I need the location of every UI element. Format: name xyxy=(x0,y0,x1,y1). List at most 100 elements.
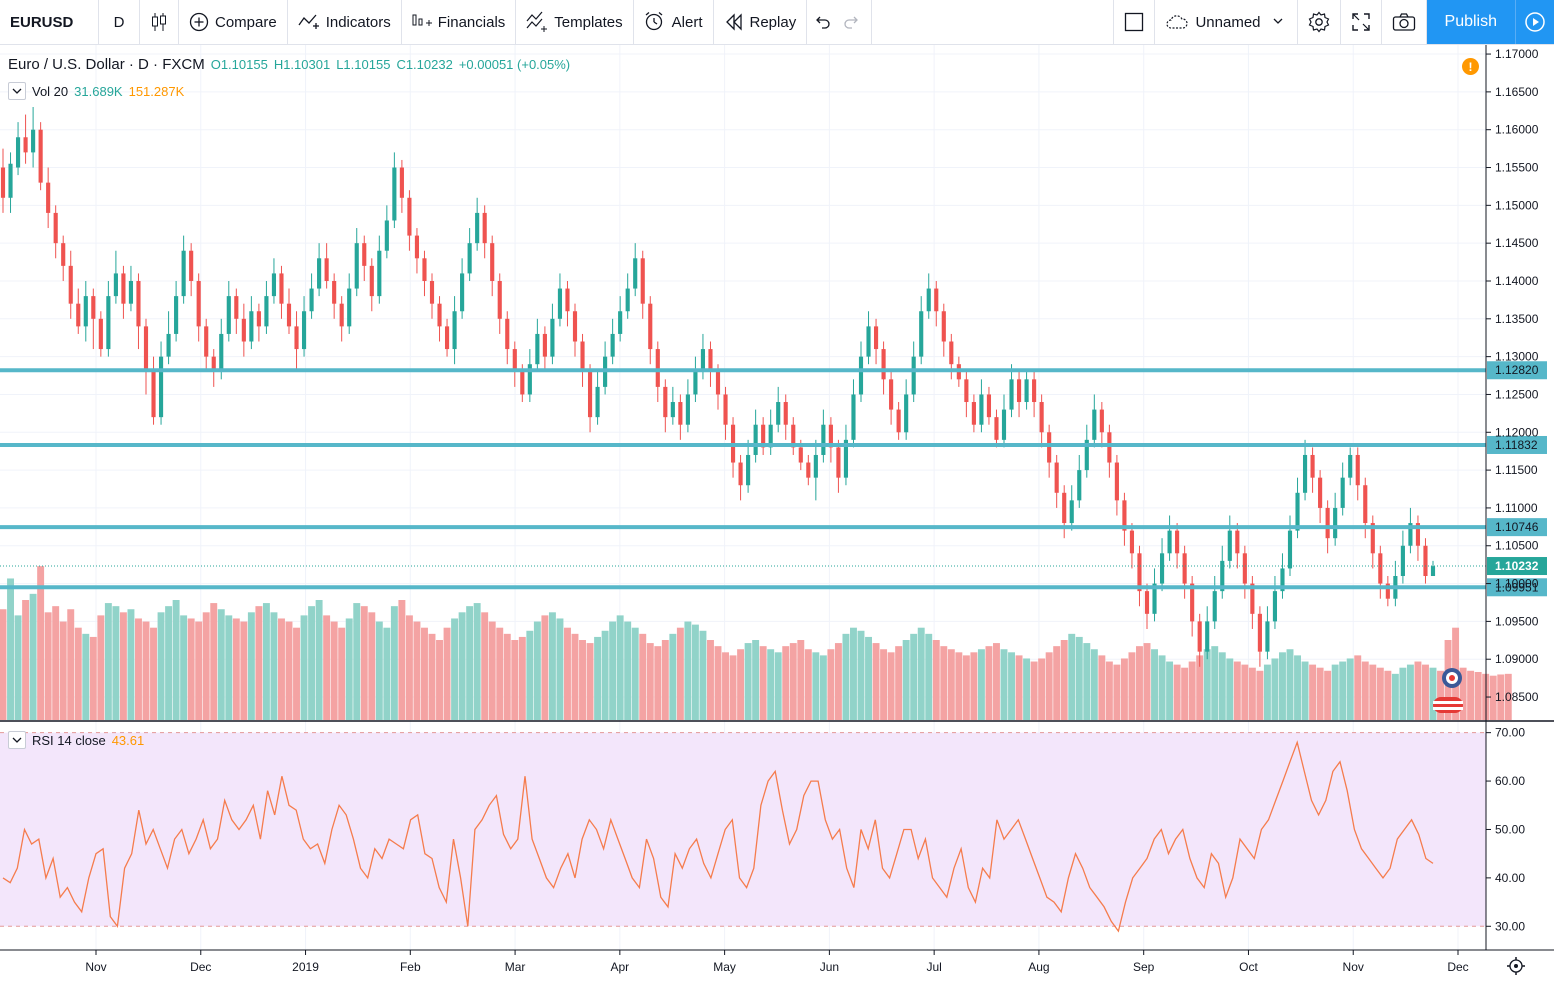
volume-bar xyxy=(97,615,105,720)
candle-body xyxy=(46,182,51,213)
candle-body xyxy=(1159,553,1165,584)
replay-button[interactable]: Replay xyxy=(714,0,808,44)
rsi-label: RSI 14 close xyxy=(32,732,106,748)
interval-button[interactable]: D xyxy=(99,0,140,44)
collapse-rsi-button[interactable] xyxy=(8,731,26,749)
redo-button[interactable] xyxy=(837,0,873,44)
volume-label: Vol 20 xyxy=(32,83,69,99)
volume-bar xyxy=(217,609,225,720)
financials-button[interactable]: Financials xyxy=(402,0,517,44)
candle-body xyxy=(1272,591,1278,622)
undo-button[interactable] xyxy=(807,0,837,44)
candle-body xyxy=(301,311,307,350)
volume-bar xyxy=(1301,661,1309,720)
candle-body xyxy=(610,333,615,357)
volume-bar xyxy=(1158,655,1166,720)
symbol-search-button[interactable]: EURUSD xyxy=(0,0,99,44)
price-tick-label: 1.15500 xyxy=(1495,161,1539,175)
candle-body xyxy=(746,454,751,486)
candle-body xyxy=(633,258,638,289)
volume-bar xyxy=(669,633,677,720)
chart-canvas[interactable]: 1.12820 1.11832 1.10746 1.09951 1.10232 1.17… xyxy=(0,45,1554,984)
save-layout-button[interactable]: Unnamed xyxy=(1155,0,1298,44)
candle-body xyxy=(279,273,284,304)
rsi-axis[interactable]: 70.00 60.00 50.00 40.00 30.00 xyxy=(1486,726,1525,934)
data-warning-icon[interactable]: ! xyxy=(1462,58,1479,75)
candle-body xyxy=(587,371,593,418)
volume-bar xyxy=(1279,652,1286,720)
axis-settings-button[interactable] xyxy=(1507,957,1525,975)
candle-body xyxy=(1430,566,1436,577)
alert-button[interactable]: Alert xyxy=(634,0,714,44)
candle-body xyxy=(535,333,540,365)
candle-body xyxy=(1137,553,1142,592)
us-flag-icon[interactable] xyxy=(1433,697,1463,713)
candle-body xyxy=(813,454,818,478)
candle-body xyxy=(271,273,277,297)
indicators-button[interactable]: Indicators xyxy=(288,0,402,44)
last-price-label: 1.10232 xyxy=(1495,559,1539,573)
candle-body xyxy=(234,296,239,319)
volume-bar xyxy=(737,649,745,720)
volume-bar xyxy=(774,652,782,720)
horizontal-lines[interactable]: 1.12820 1.11832 1.10746 1.09951 1.10232 xyxy=(0,361,1547,597)
volume-legend[interactable]: Vol 20 31.689K 151.287K xyxy=(8,82,184,100)
candle-body xyxy=(1280,568,1285,592)
volume-bar xyxy=(451,618,459,720)
publish-menu-button[interactable] xyxy=(1515,0,1554,44)
settings-button[interactable] xyxy=(1298,0,1341,44)
chart-style-button[interactable] xyxy=(140,0,179,44)
publish-button[interactable]: Publish xyxy=(1426,0,1515,44)
candle-body xyxy=(136,280,141,327)
rsi-tick-label: 70.00 xyxy=(1495,726,1525,740)
main-legend[interactable]: Euro / U.S. Dollar · D · FXCM O1.10155 H… xyxy=(8,56,570,73)
candle-body xyxy=(332,280,337,304)
volume-bar xyxy=(1211,646,1219,720)
volume-bar xyxy=(661,640,669,720)
candle-body xyxy=(1257,613,1262,652)
volume-bar xyxy=(37,566,45,720)
volume-bar xyxy=(707,640,714,720)
volume-bar xyxy=(315,600,323,720)
volume-bar xyxy=(834,643,842,720)
volume-bar xyxy=(458,612,466,720)
volume-bar xyxy=(1263,664,1271,720)
time-tick-label: Oct xyxy=(1239,960,1258,974)
compare-button[interactable]: Compare xyxy=(179,0,288,44)
snapshot-button[interactable] xyxy=(1382,0,1427,44)
time-axis[interactable]: Nov Dec 2019 Feb Mar Apr May Jun Jul Aug Sep Oct Nov… xyxy=(85,950,1469,974)
volume-bar xyxy=(895,646,903,720)
volume-bar xyxy=(293,627,300,720)
price-tick-label: 1.16000 xyxy=(1495,123,1539,137)
volume-bar xyxy=(804,649,812,720)
volume-bar xyxy=(1376,667,1384,720)
volume-bar xyxy=(571,633,579,720)
price-axis[interactable]: 1.17000 1.16500 1.16000 1.15500 1.15000 1.145… xyxy=(1486,47,1539,704)
cloud-icon xyxy=(1166,15,1189,29)
candle-body xyxy=(53,212,58,244)
volume-bar xyxy=(1015,655,1023,720)
time-tick-label: Mar xyxy=(505,960,526,974)
volume-bar xyxy=(1241,664,1249,720)
candle-body xyxy=(1084,439,1089,471)
volume-bar xyxy=(52,606,60,720)
collapse-volume-button[interactable] xyxy=(8,82,26,100)
volume-bar xyxy=(579,640,586,720)
layout-button[interactable] xyxy=(1113,0,1156,44)
ohlc-high: H1.10301 xyxy=(273,57,331,72)
rsi-legend[interactable]: RSI 14 close 43.61 xyxy=(8,731,144,749)
volume-bar xyxy=(1316,667,1324,720)
volume-bar xyxy=(1038,658,1046,720)
volume-bar xyxy=(285,621,293,720)
event-flag-icon[interactable] xyxy=(1442,668,1462,688)
price-tick-label: 1.09000 xyxy=(1495,652,1539,666)
volume-bar xyxy=(533,621,541,720)
volume-value: 31.689K xyxy=(74,83,123,99)
candle-body xyxy=(791,424,796,448)
volume-bar xyxy=(240,621,248,720)
volume-bar xyxy=(729,655,737,720)
candle-body xyxy=(904,394,909,433)
candle-body xyxy=(1333,507,1338,539)
templates-button[interactable]: Templates xyxy=(516,0,634,44)
fullscreen-button[interactable] xyxy=(1341,0,1382,44)
